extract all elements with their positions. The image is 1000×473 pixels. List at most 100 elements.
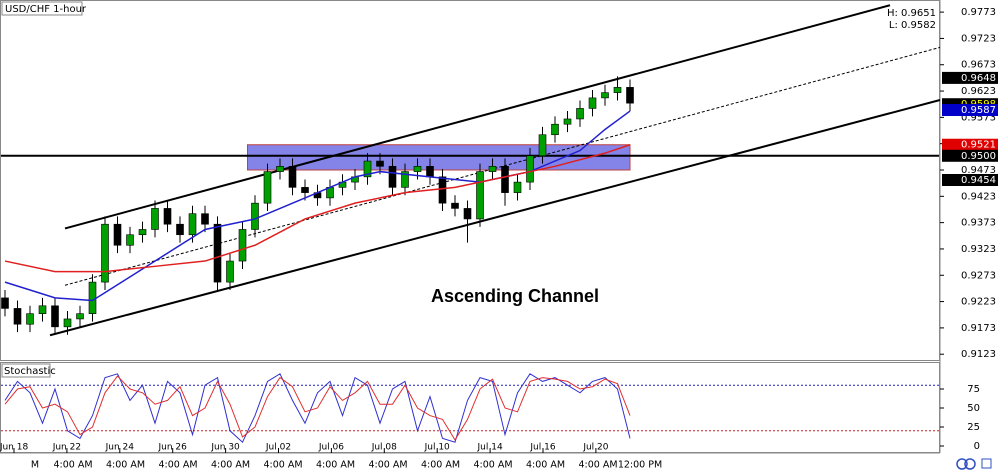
x-time-label: 4:00 AM <box>368 460 407 471</box>
price-tag-label: 0.9454 <box>961 175 996 186</box>
candle-body <box>113 223 122 246</box>
candle-body <box>501 166 509 193</box>
candle-body <box>63 318 72 328</box>
x-date-label: Jul 16 <box>529 443 555 453</box>
trend-line <box>64 46 941 286</box>
candle-body <box>226 260 234 283</box>
y-tick-label: 0.9623 <box>961 86 996 97</box>
annotation: Ascending Channel <box>431 286 599 306</box>
y-tick-label: 0.9223 <box>961 297 996 308</box>
candle-body <box>376 160 384 167</box>
candle-body <box>188 213 197 236</box>
y-tick-label: 50 <box>967 403 980 414</box>
candle-body <box>38 305 47 314</box>
price-tag-label: 0.9587 <box>961 105 996 116</box>
chart-title: USD/CHF 1-hour <box>5 4 87 15</box>
x-time-label: 4:00 AM <box>421 460 460 471</box>
x-date-label: Jun 26 <box>158 443 188 453</box>
x-time-label: 4:00 AM <box>53 460 92 471</box>
candle-body <box>526 155 534 183</box>
candle-body <box>451 202 459 209</box>
x-date-label: Jun 30 <box>210 443 240 453</box>
moving-average <box>4 144 631 273</box>
price-tag-label: 0.9648 <box>961 73 996 84</box>
x-date-label: Jul 02 <box>265 443 291 453</box>
trend-line <box>49 99 941 337</box>
candle-body <box>301 187 309 193</box>
x-time-label: 4:00 AM <box>526 460 565 471</box>
candle-body <box>151 208 159 230</box>
y-tick-label: 0 <box>974 441 980 452</box>
candle-body <box>276 166 284 172</box>
candle-body <box>588 97 597 109</box>
y-tick-label: 0.9773 <box>961 7 996 18</box>
x-date-label: Jul 10 <box>424 443 450 453</box>
candle-body <box>401 171 409 188</box>
icon[interactable] <box>956 458 968 470</box>
toolbar-icons[interactable] <box>956 458 992 470</box>
stoch-title: Stochastic <box>4 366 56 377</box>
x-time-label: 4:00 AM <box>578 460 617 471</box>
icon[interactable] <box>964 458 976 470</box>
stochastic-line <box>4 375 631 441</box>
price-tag <box>942 104 998 116</box>
candle-body <box>138 229 147 236</box>
candle-body <box>426 166 434 178</box>
candle-body <box>251 202 259 230</box>
candle-body <box>438 176 447 204</box>
price-tag-label: 0.9521 <box>961 140 996 151</box>
price-tag <box>942 149 998 162</box>
candle-body <box>538 134 547 157</box>
y-tick-label: 0.9323 <box>961 244 996 255</box>
candle-body <box>51 305 59 328</box>
y-tick-label: 25 <box>967 422 980 433</box>
trend-line <box>64 4 891 230</box>
candle-body <box>463 208 472 220</box>
y-tick-label: 0.9573 <box>961 112 996 123</box>
candle-body <box>626 87 634 104</box>
high-label: H: 0.9651 <box>887 8 936 19</box>
y-tick-label: 0.9673 <box>961 60 996 71</box>
candle-body <box>176 223 184 236</box>
candle-body <box>363 160 372 178</box>
candle-body <box>476 171 484 220</box>
y-tick-label: 0.9273 <box>961 270 996 281</box>
candle-body <box>388 166 397 188</box>
x-time-label: 4:00 AM <box>473 460 512 471</box>
title-box <box>1 1 83 16</box>
y-tick-label: 0.9423 <box>961 191 996 202</box>
candle-body <box>563 118 572 125</box>
candle-body <box>488 166 497 172</box>
candle-body <box>201 213 209 225</box>
candle-body <box>76 313 84 320</box>
candle-body <box>238 229 247 262</box>
candle-body <box>213 223 222 283</box>
candle-body <box>551 123 559 136</box>
y-tick-label: 0.9123 <box>961 349 996 360</box>
candle-body <box>163 208 172 225</box>
stochastic-line <box>4 373 631 444</box>
x-date-label: Jul 08 <box>371 443 397 453</box>
x-date-label: Jun 18 <box>0 443 28 453</box>
x-date-label: Jun 22 <box>52 443 81 453</box>
candle-body <box>613 87 622 93</box>
x-time-label: 4:00 AM <box>263 460 302 471</box>
icon[interactable] <box>981 458 992 469</box>
candle-body <box>576 108 584 120</box>
y-tick-label: 0.9723 <box>961 33 996 44</box>
x-time-label: 4:00 AM <box>158 460 197 471</box>
zone <box>247 144 631 171</box>
x-time-label: M <box>31 460 39 471</box>
x-time-label: 4:00 AM <box>316 460 355 471</box>
low-label: L: 0.9582 <box>889 20 936 31</box>
stoch-title-box <box>1 363 51 378</box>
plot: 0.97730.97230.96730.96230.95730.95230.94… <box>0 4 998 471</box>
x-time-label: 12:00 PM <box>618 460 662 471</box>
price-tag <box>942 174 998 186</box>
x-date-label: Jul 06 <box>318 443 344 453</box>
candle-body <box>263 171 272 204</box>
candle-body <box>101 223 109 283</box>
candle-body <box>601 92 609 99</box>
